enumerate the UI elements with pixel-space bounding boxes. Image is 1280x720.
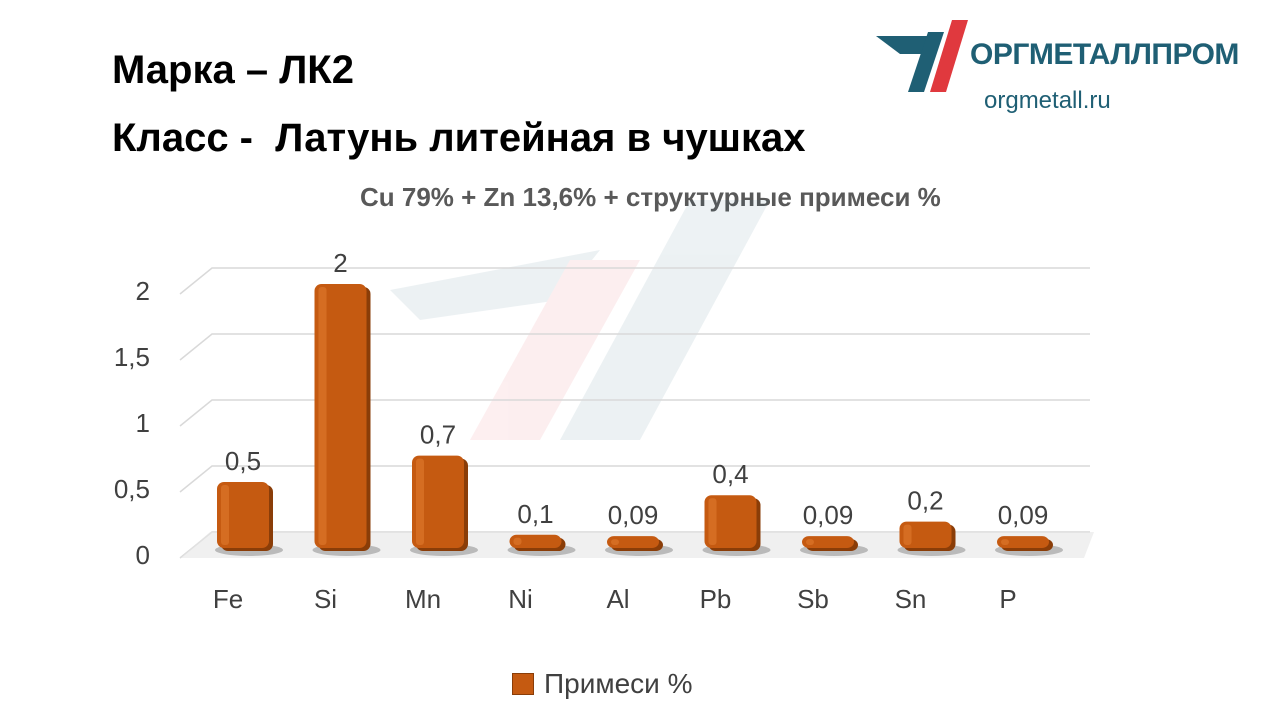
y-tick-label: 0 [136,540,150,570]
y-tick-label: 0,5 [114,474,150,504]
data-label: 0,7 [420,420,456,450]
bar-highlight [903,524,912,545]
page-subtitle: Класс - Латунь литейная в чушках [112,116,806,160]
bar-highlight [318,287,327,545]
data-labels: 0,5 2 0,7 0,1 0,09 0,4 0,09 0,2 0,09 [225,248,1048,530]
x-axis-ticks: Fe Si Mn Ni Al Pb Sb Sn P [213,584,1017,614]
bar-highlight [1001,539,1009,545]
bar-Pb [704,495,757,548]
legend-swatch [512,673,534,695]
data-label: 0,1 [517,499,553,529]
bar-Mn [412,455,464,548]
gridline [179,465,1090,493]
x-tick-label: P [999,584,1016,614]
x-tick-label: Ni [508,584,533,614]
x-tick-label: Mn [405,584,441,614]
gridline [179,333,1090,361]
bar-P [997,536,1049,548]
legend-label: Примеси % [544,668,693,699]
bar-highlight [611,539,619,545]
bar-Fe [217,482,269,548]
bar-Si [314,284,367,548]
x-tick-label: Sb [797,584,829,614]
x-tick-label: Al [606,584,629,614]
bar-highlight [416,458,424,545]
bars [215,284,1063,556]
x-tick-label: Fe [213,584,243,614]
bar-Sn [899,521,952,548]
data-label: 0,2 [907,486,943,516]
legend: Примеси % [512,668,692,700]
y-tick-label: 1 [136,408,150,438]
y-axis-ticks: 0 0,5 1 1,5 2 [114,276,150,570]
logo-name: ОРГМЕТАЛЛПРОМ [970,38,1239,71]
logo-mark-icon [876,20,968,92]
data-label: 0,09 [803,500,854,530]
y-tick-label: 2 [136,276,150,306]
bar-highlight [806,539,814,545]
x-tick-label: Sn [895,584,927,614]
y-tick-label: 1,5 [114,342,150,372]
bar-highlight [221,485,229,545]
page-title: Марка – ЛК2 [112,48,354,92]
data-label: 0,09 [608,500,659,530]
bar-Ni [509,534,562,548]
bar-highlight [513,537,522,545]
gridline [179,399,1090,427]
logo-url[interactable]: orgmetall.ru [984,87,1111,114]
bar-Al [607,536,659,548]
bar-Sb [802,536,854,548]
bar-highlight [708,498,717,545]
data-label: 0,09 [998,500,1049,530]
x-tick-label: Si [314,584,337,614]
watermark [390,200,770,440]
x-tick-label: Pb [700,584,732,614]
data-label: 0,5 [225,446,261,476]
data-label: 2 [333,248,347,278]
gridline [179,267,1090,295]
data-label: 0,4 [712,459,748,489]
chart-title: Cu 79% + Zn 13,6% + структурные примеси … [360,182,941,212]
